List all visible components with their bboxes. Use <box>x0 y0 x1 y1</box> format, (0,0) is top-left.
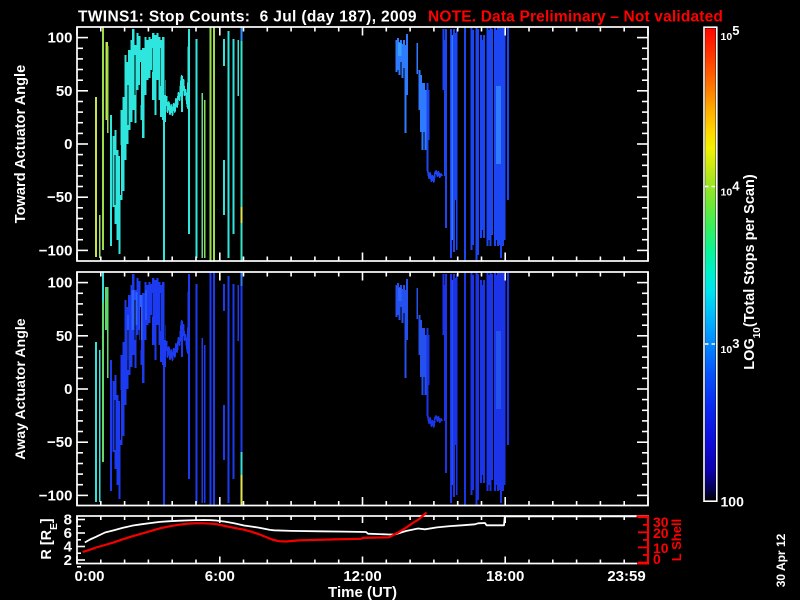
svg-text:30 Apr 12: 30 Apr 12 <box>774 533 788 587</box>
svg-text:8: 8 <box>64 512 72 529</box>
svg-text:LOG10(Total Stops per Scan): LOG10(Total Stops per Scan) <box>742 174 763 370</box>
svg-text:0:00: 0:00 <box>74 568 104 585</box>
svg-text:100: 100 <box>47 275 72 292</box>
svg-text:−50: −50 <box>47 434 72 451</box>
svg-text:6:00: 6:00 <box>205 568 235 585</box>
svg-text:6: 6 <box>64 525 72 542</box>
svg-text:L Shell: L Shell <box>669 519 684 561</box>
svg-text:0: 0 <box>64 381 72 398</box>
svg-text:100: 100 <box>47 30 72 47</box>
svg-text:18:00: 18:00 <box>486 568 524 585</box>
svg-text:TWINS1: Stop Counts: 6 Jul (d: TWINS1: Stop Counts: 6 Jul (day 187), 20… <box>78 9 417 26</box>
svg-text:−50: −50 <box>47 189 72 206</box>
svg-text:Toward Actuator Angle: Toward Actuator Angle <box>13 65 29 223</box>
svg-text:−100: −100 <box>39 487 73 504</box>
svg-text:Time (UT): Time (UT) <box>328 584 397 600</box>
svg-text:NOTE. Data Preliminary – Not v: NOTE. Data Preliminary – Not validated <box>428 9 723 26</box>
svg-text:50: 50 <box>56 328 73 345</box>
svg-text:4: 4 <box>64 539 73 556</box>
svg-text:23:59: 23:59 <box>607 568 645 585</box>
svg-text:0: 0 <box>653 551 661 567</box>
svg-text:100: 100 <box>721 494 745 510</box>
svg-text:30: 30 <box>653 514 669 530</box>
svg-text:12:00: 12:00 <box>343 568 381 585</box>
svg-text:−100: −100 <box>39 242 73 259</box>
svg-text:Away Actuator Angle: Away Actuator Angle <box>13 318 29 459</box>
svg-text:0: 0 <box>64 136 72 153</box>
svg-text:10: 10 <box>653 540 669 556</box>
svg-text:2: 2 <box>64 552 72 569</box>
svg-text:50: 50 <box>56 83 73 100</box>
svg-text:20: 20 <box>653 525 669 541</box>
